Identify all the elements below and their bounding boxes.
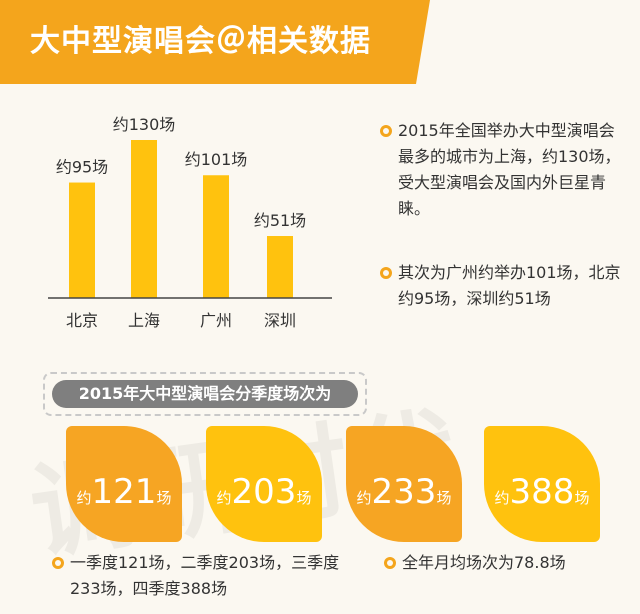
bar-上海	[131, 140, 157, 298]
data-label: 约95场	[56, 158, 108, 177]
quarter-suffix: 场	[296, 489, 312, 507]
note-text: 2015年全国举办大中型演唱会最多的城市为上海，约130场，受大型演唱会及国内外…	[398, 121, 621, 218]
quarter-prefix: 约	[76, 489, 92, 507]
quarter-prefix: 约	[216, 489, 232, 507]
bar-广州	[203, 175, 229, 298]
title-banner: 大中型演唱会＠相关数据	[0, 0, 430, 84]
bullet-icon	[380, 125, 392, 137]
page-title: 大中型演唱会＠相关数据	[30, 24, 371, 59]
quarter-number: 388	[509, 472, 575, 512]
note-monthly: 全年月均场次为78.8场	[384, 550, 624, 576]
quarter-number: 203	[231, 472, 297, 512]
quarter-value: 约203场	[206, 472, 322, 512]
tick-label: 广州	[200, 311, 232, 330]
banner-shape	[0, 0, 430, 84]
note-text: 全年月均场次为78.8场	[402, 553, 566, 572]
note-shanghai: 2015年全国举办大中型演唱会最多的城市为上海，约130场，受大型演唱会及国内外…	[380, 118, 630, 222]
quarter-suffix: 场	[574, 489, 590, 507]
bullet-icon	[384, 557, 396, 569]
tick-label: 上海	[128, 311, 160, 330]
bullet-icon	[380, 267, 392, 279]
quarter-prefix: 约	[356, 489, 372, 507]
tick-label: 北京	[66, 311, 98, 330]
note-text: 一季度121场，二季度203场，三季度233场，四季度388场	[70, 553, 340, 598]
data-label: 约130场	[113, 115, 176, 134]
quarter-number: 233	[371, 472, 437, 512]
tick-label: 深圳	[264, 311, 296, 330]
quarter-card: 约203场	[206, 426, 322, 542]
quarter-value: 约121场	[66, 472, 182, 512]
bar-北京	[69, 182, 95, 298]
data-label: 约51场	[254, 211, 306, 230]
note-quarters: 一季度121场，二季度203场，三季度233场，四季度388场	[52, 550, 352, 602]
note-text: 其次为广州约举办101场，北京约95场，深圳约51场	[398, 263, 621, 308]
quarter-value: 约388场	[484, 472, 600, 512]
quarter-card: 约121场	[66, 426, 182, 542]
data-label: 约101场	[185, 150, 248, 169]
quarter-card: 约233场	[346, 426, 462, 542]
quarter-value: 约233场	[346, 472, 462, 512]
quarter-card: 约388场	[484, 426, 600, 542]
quarter-suffix: 场	[436, 489, 452, 507]
section-frame	[43, 372, 367, 416]
quarter-suffix: 场	[156, 489, 172, 507]
bar-深圳	[267, 236, 293, 298]
bullet-icon	[52, 557, 64, 569]
quarter-prefix: 约	[494, 489, 510, 507]
quarter-number: 121	[91, 472, 157, 512]
section-label: 2015年大中型演唱会分季度场次为	[52, 380, 358, 408]
note-others: 其次为广州约举办101场，北京约95场，深圳约51场	[380, 260, 630, 312]
